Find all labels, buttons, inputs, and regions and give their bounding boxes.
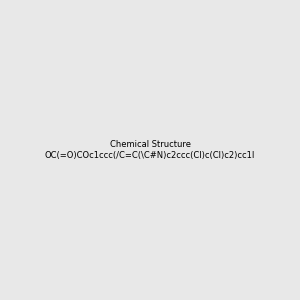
Text: Chemical Structure
OC(=O)COc1ccc(/C=C(\C#N)c2ccc(Cl)c(Cl)c2)cc1I: Chemical Structure OC(=O)COc1ccc(/C=C(\C…: [45, 140, 255, 160]
